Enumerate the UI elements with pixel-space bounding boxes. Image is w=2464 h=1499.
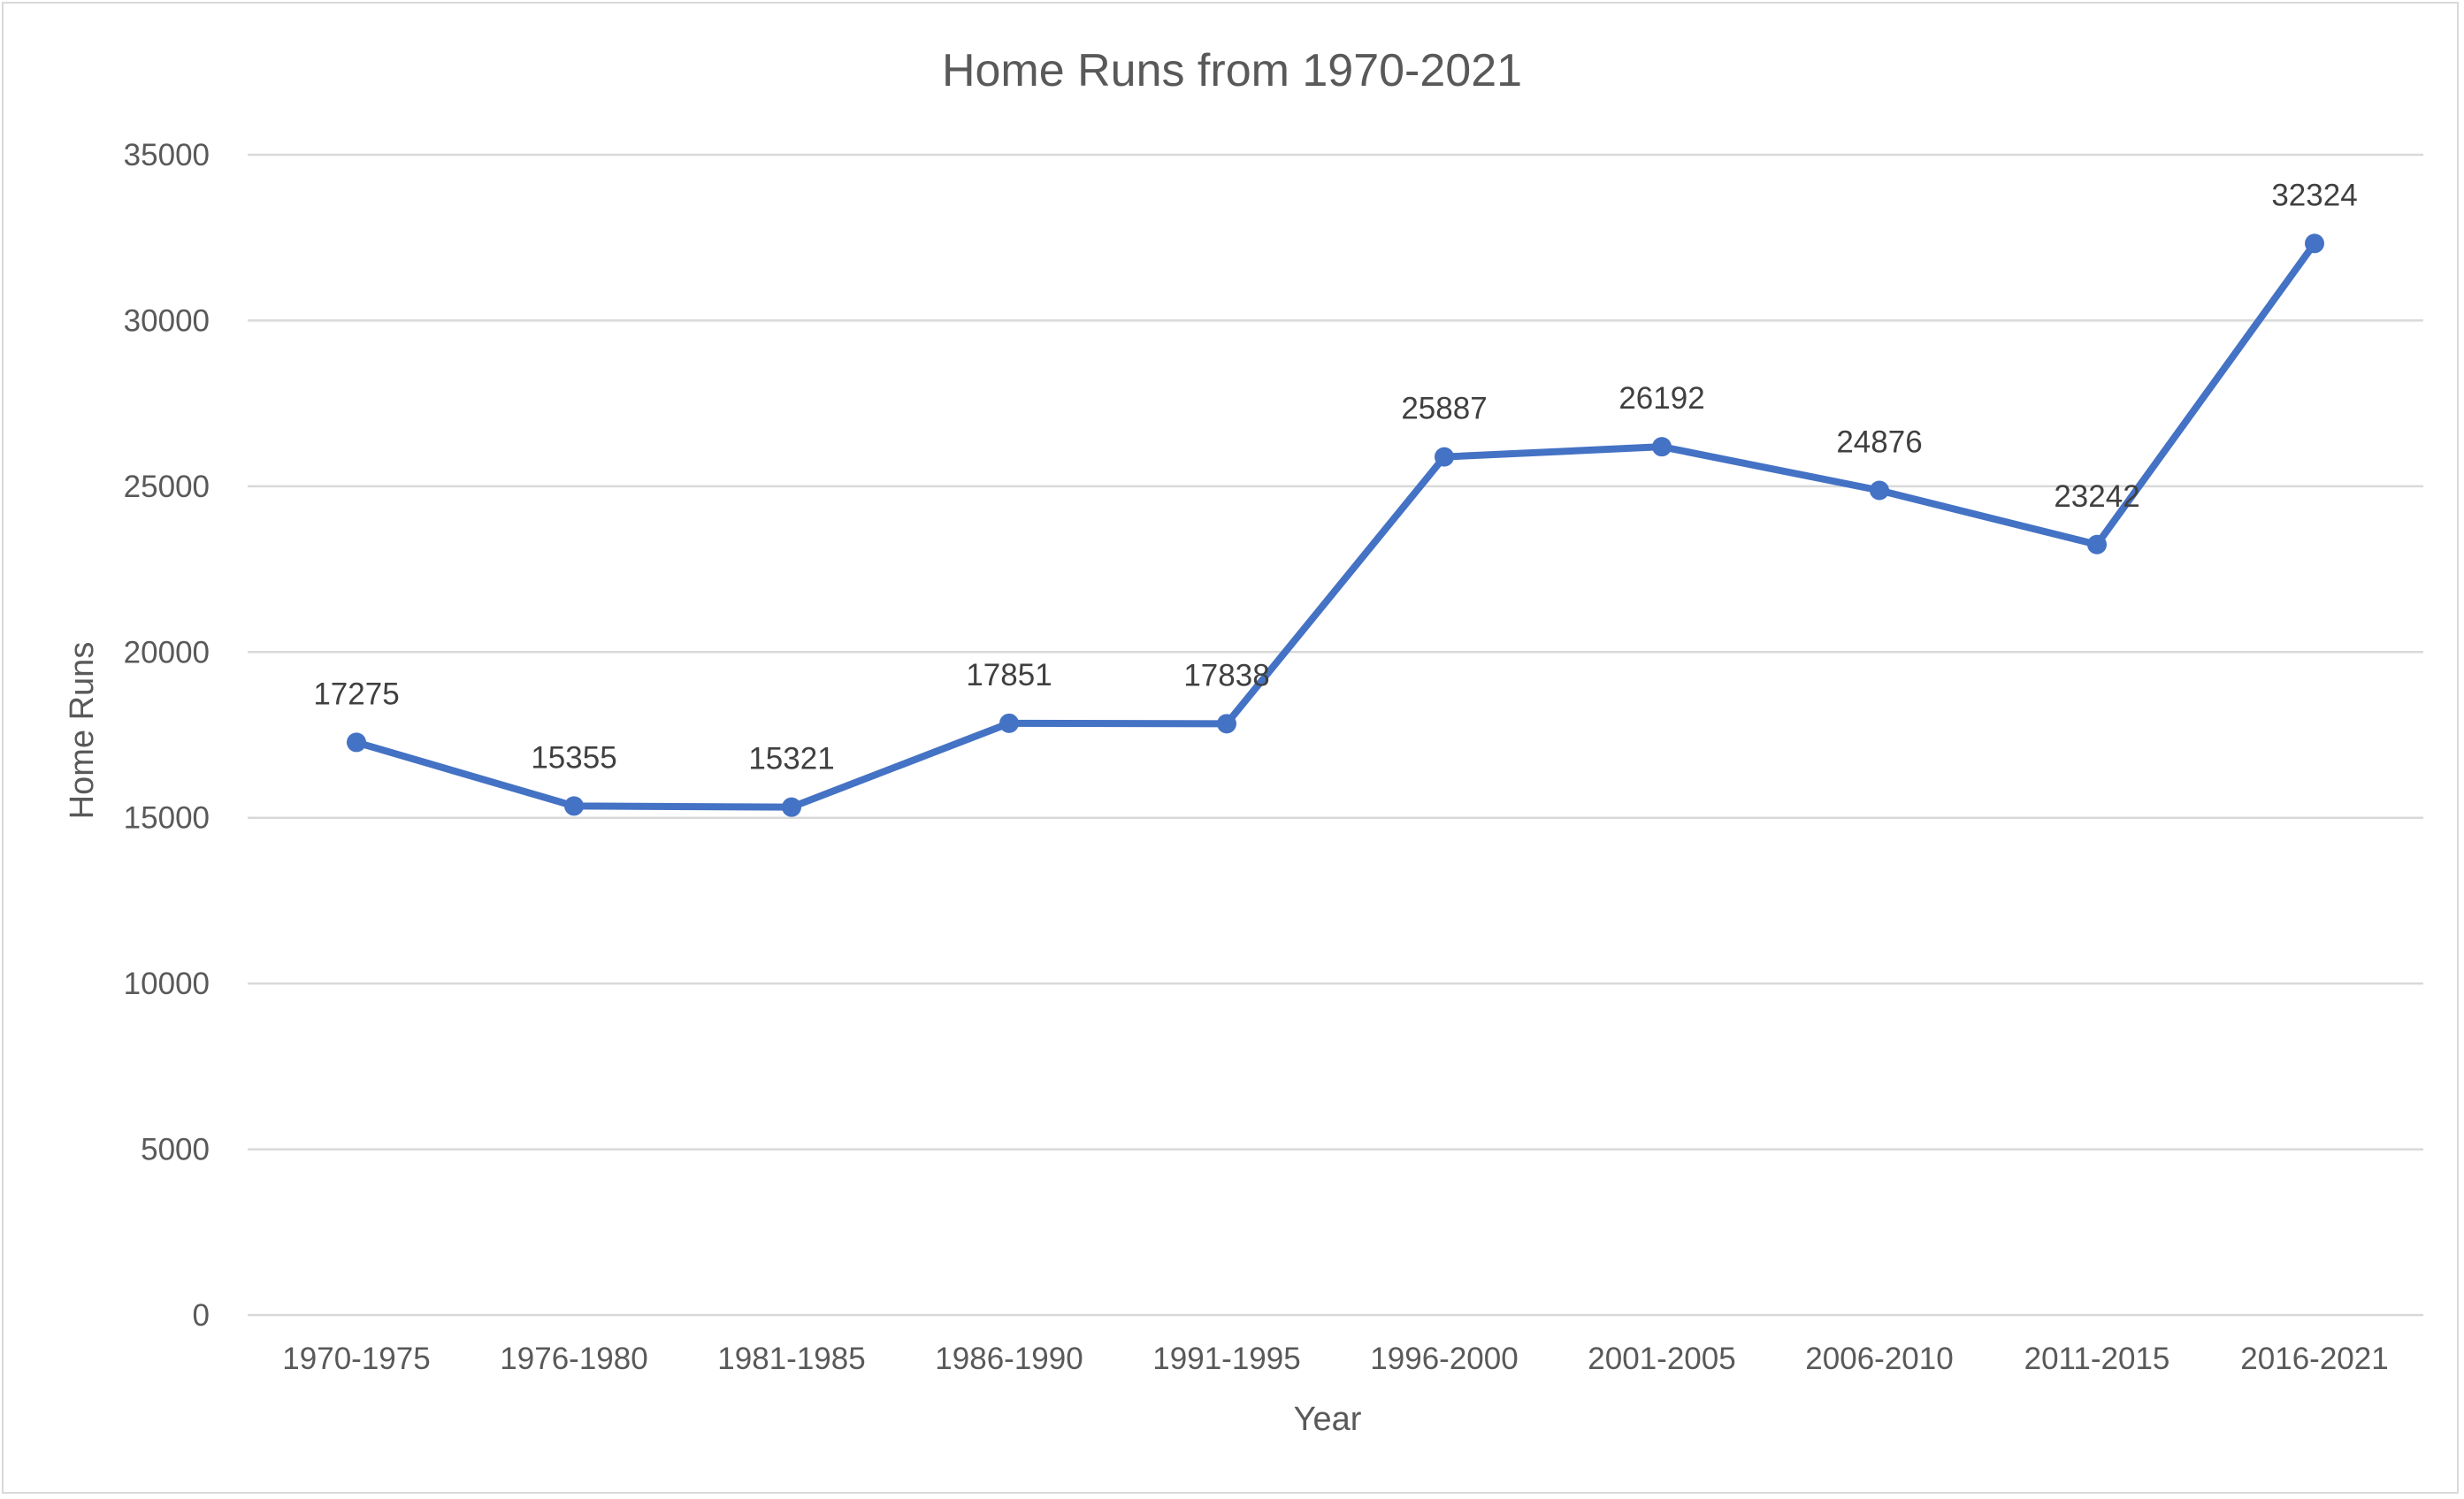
data-label: 24876 (1836, 425, 1922, 460)
x-tick-label: 2006-2010 (1805, 1342, 1953, 1376)
data-point (1217, 714, 1236, 734)
x-tick-label: 1986-1990 (935, 1342, 1083, 1376)
data-label: 15321 (748, 742, 834, 776)
x-tick-label: 2011-2015 (2024, 1342, 2170, 1376)
data-point (1652, 437, 1672, 457)
data-point (1870, 480, 1889, 501)
data-point (564, 796, 584, 816)
data-label: 15355 (531, 740, 616, 775)
y-tick-label: 30000 (124, 303, 210, 338)
chart-title: Home Runs from 1970-2021 (942, 45, 1522, 96)
y-tick-label: 5000 (141, 1133, 210, 1167)
y-tick-label: 15000 (124, 801, 210, 836)
x-tick-label: 2016-2021 (2240, 1342, 2388, 1376)
data-point (999, 713, 1019, 733)
x-tick-label: 1991-1995 (1152, 1342, 1300, 1376)
data-point (2305, 233, 2324, 254)
data-point (782, 797, 801, 817)
data-label: 32324 (2271, 178, 2357, 212)
data-label: 17838 (1183, 658, 1269, 692)
data-labels: 17275 15355 15321 17851 17838 25887 26192 24876… (313, 178, 2357, 776)
data-point (2087, 534, 2107, 554)
y-tick-label: 35000 (124, 138, 210, 172)
data-point (347, 732, 366, 753)
data-label: 25887 (1401, 392, 1487, 426)
y-tick-label: 25000 (124, 470, 210, 504)
data-label: 17851 (966, 658, 1052, 692)
x-tick-label: 1996-2000 (1370, 1342, 1518, 1376)
y-axis-tick-labels: 0 5000 10000 15000 20000 25000 30000 35000 (124, 138, 210, 1333)
data-point (1435, 447, 1454, 467)
y-tick-label: 20000 (124, 635, 210, 669)
y-tick-label: 0 (193, 1298, 210, 1333)
y-axis-title: Home Runs (64, 642, 101, 820)
y-tick-label: 10000 (124, 967, 210, 1001)
data-label: 26192 (1618, 381, 1704, 416)
x-tick-label: 1976-1980 (500, 1342, 647, 1376)
data-label: 17275 (313, 677, 399, 711)
line-chart: Home Runs from 1970-2021 0 5000 10000 15000… (64, 45, 2423, 1438)
x-tick-label: 2001-2005 (1588, 1342, 1735, 1376)
x-axis-title: Year (1294, 1401, 1362, 1438)
gridlines (248, 153, 2423, 1317)
data-label: 23242 (2054, 479, 2139, 514)
series-layer (347, 233, 2324, 817)
x-tick-label: 1970-1975 (282, 1342, 430, 1376)
series-line (353, 240, 2318, 811)
x-axis-tick-labels: 1970-1975 1976-1980 1981-1985 1986-1990 1991… (282, 1342, 2388, 1376)
x-tick-label: 1981-1985 (717, 1342, 865, 1376)
